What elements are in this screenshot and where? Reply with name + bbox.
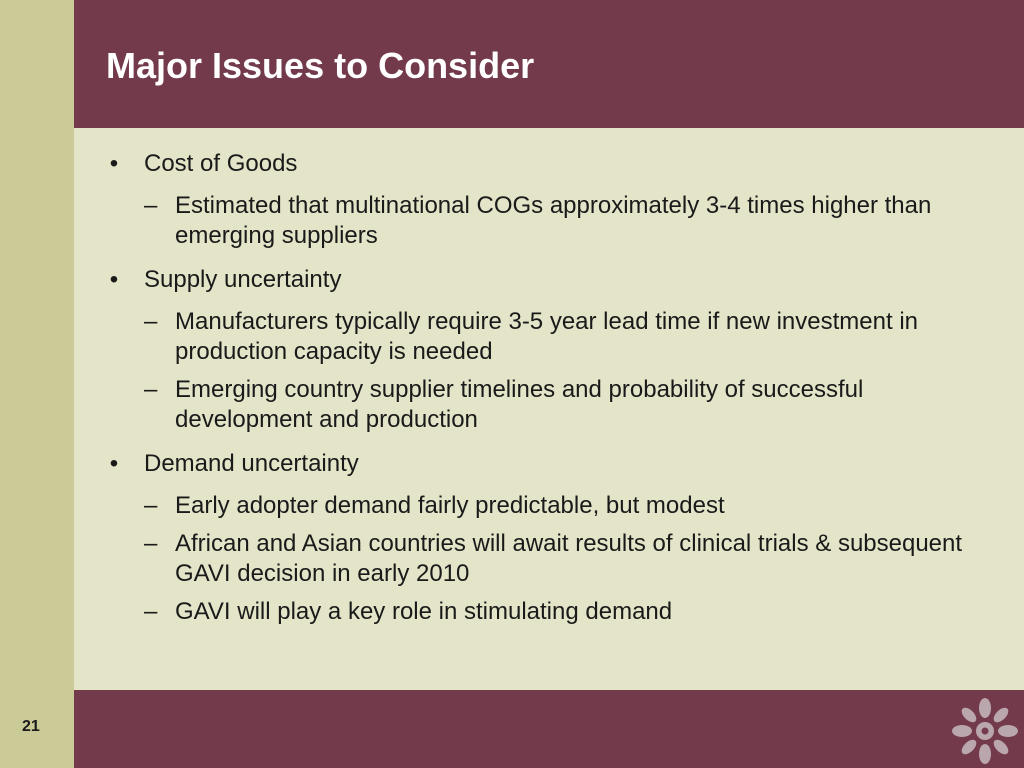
bullet-text: Cost of Goods [144, 150, 298, 177]
sub-bullet-text: Manufacturers typically require 3-5 year… [175, 308, 918, 365]
page-number: 21 [22, 718, 40, 735]
title-bar [74, 0, 1024, 128]
starburst-logo-icon [952, 698, 1018, 764]
bullet-item: • Supply uncertainty – Manufacturers typ… [104, 265, 1004, 435]
bullet-dot-icon: • [109, 150, 119, 177]
sub-bullet-list: – Manufacturers typically require 3-5 ye… [144, 307, 1004, 435]
sub-bullet-item: – GAVI will play a key role in stimulati… [144, 597, 1004, 627]
sub-bullet-item: – Early adopter demand fairly predictabl… [144, 491, 1004, 521]
sub-bullet-text: African and Asian countries will await r… [175, 530, 963, 587]
sub-bullet-list: – Estimated that multinational COGs appr… [144, 191, 1004, 251]
bullet-item: • Demand uncertainty – Early adopter dem… [104, 449, 1004, 627]
dash-icon: – [144, 530, 158, 557]
slide-title: Major Issues to Consider [106, 45, 535, 86]
sub-bullet-list: – Early adopter demand fairly predictabl… [144, 491, 1004, 627]
sub-bullet-text: Emerging country supplier timelines and … [175, 376, 864, 433]
sub-bullet-text: Early adopter demand fairly predictable,… [175, 492, 725, 519]
sub-bullet-item: – Manufacturers typically require 3-5 ye… [144, 307, 1004, 367]
sub-bullet-text: Estimated that multinational COGs approx… [175, 192, 932, 249]
sub-bullet-item: – African and Asian countries will await… [144, 529, 1004, 589]
dash-icon: – [144, 192, 158, 219]
bullet-dot-icon: • [109, 450, 119, 477]
content-area [74, 128, 1024, 690]
sub-bullet-item: – Emerging country supplier timelines an… [144, 375, 1004, 435]
bullet-text: Demand uncertainty [144, 450, 359, 477]
sub-bullet-item: – Estimated that multinational COGs appr… [144, 191, 1004, 251]
bullet-list: • Cost of Goods – Estimated that multina… [104, 149, 1004, 641]
dash-icon: – [144, 598, 158, 625]
left-accent-strip [0, 0, 74, 768]
sub-bullet-text: GAVI will play a key role in stimulating… [175, 598, 673, 625]
dash-icon: – [144, 376, 158, 403]
dash-icon: – [144, 492, 158, 519]
footer-bar [74, 690, 1024, 768]
bullet-text: Supply uncertainty [144, 266, 342, 293]
bullet-item: • Cost of Goods – Estimated that multina… [104, 149, 1004, 251]
bullet-dot-icon: • [109, 266, 119, 293]
dash-icon: – [144, 308, 158, 335]
